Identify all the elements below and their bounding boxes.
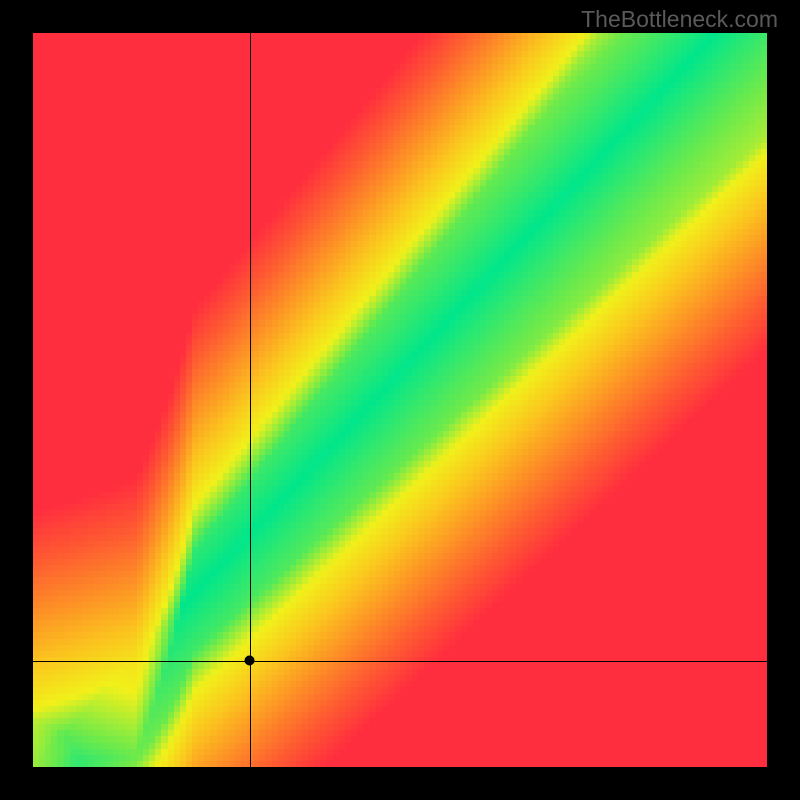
chart-container: TheBottleneck.com <box>0 0 800 800</box>
watermark-text: TheBottleneck.com <box>581 6 778 33</box>
bottleneck-heatmap <box>0 0 800 800</box>
